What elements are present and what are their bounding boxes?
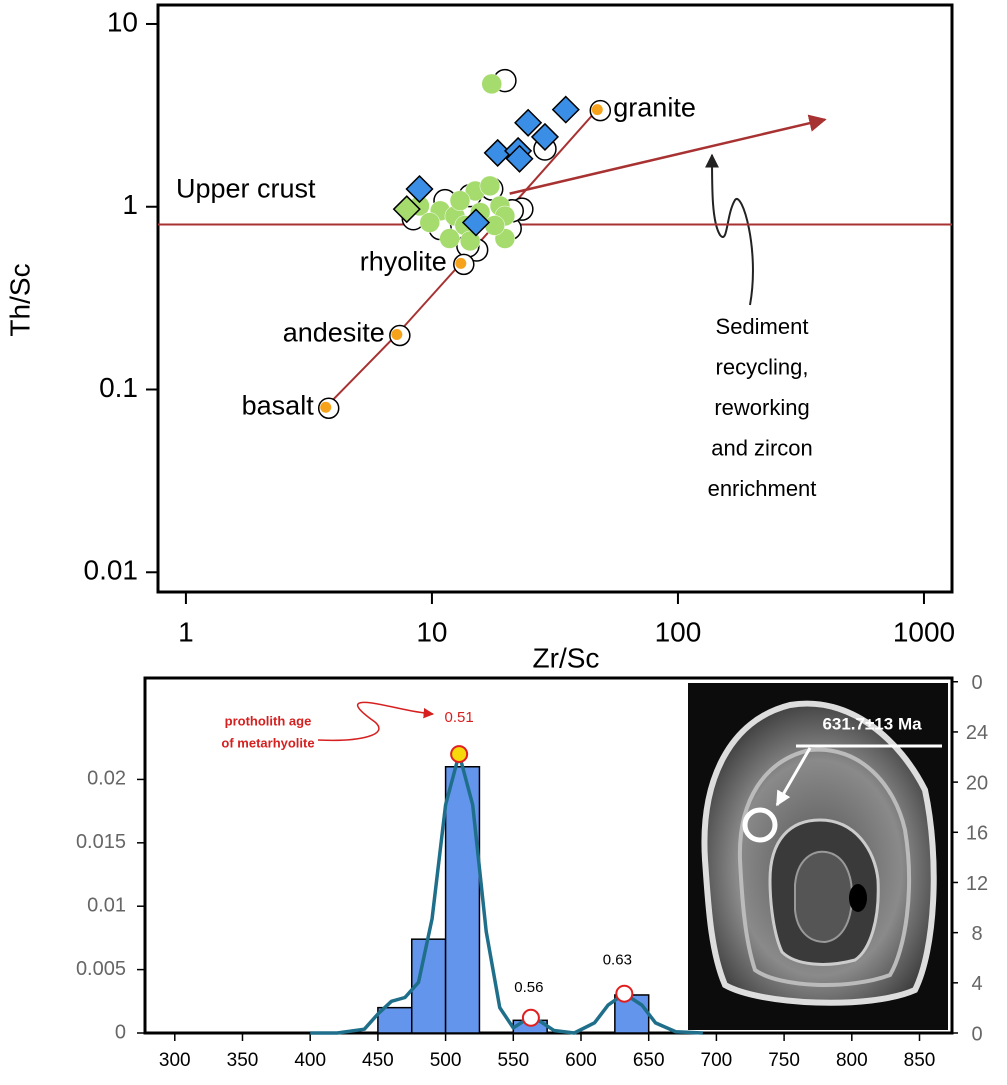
reference-name: andesite	[283, 318, 385, 348]
y2-tick-label: 20	[966, 772, 988, 794]
trend-arrow	[509, 114, 827, 195]
x-tick-label: 850	[904, 1050, 936, 1071]
annotation-text: enrichment	[708, 476, 817, 501]
peak-label: 0.63	[603, 952, 632, 969]
peak-marker	[615, 984, 634, 1003]
peak-marker	[450, 745, 469, 764]
annotation-text: of metarhyolite	[221, 735, 314, 750]
peak-label: 0.56	[514, 979, 543, 996]
y-tick-label: 0	[115, 1021, 126, 1043]
y2-tick-label: 12	[966, 873, 988, 895]
sample-point	[551, 95, 580, 124]
sample-point	[514, 108, 543, 137]
y-tick-label: 0.005	[76, 958, 126, 980]
y-tick-label: 0.015	[76, 831, 126, 853]
sample-point	[481, 73, 502, 95]
x-tick-label: 550	[497, 1050, 529, 1071]
trend-line	[324, 108, 599, 408]
x-tick-label: 600	[565, 1050, 597, 1071]
x-tick-label: 300	[159, 1050, 191, 1071]
y-tick-label: 0.01	[87, 894, 126, 916]
x-tick-label: 400	[294, 1050, 326, 1071]
reference-name: basalt	[242, 390, 315, 420]
y-tick-label: 1	[122, 189, 138, 220]
label-arrow	[775, 747, 812, 807]
zoning	[737, 747, 911, 987]
y-tick-label: 0.1	[99, 372, 138, 403]
sample-point	[530, 122, 560, 151]
reference-point	[591, 104, 603, 116]
sample-point	[459, 230, 481, 252]
sample-point	[405, 174, 434, 204]
x-tick-label: 1000	[893, 616, 955, 647]
x-tick-label: 500	[430, 1050, 462, 1071]
sample-point	[479, 175, 501, 197]
inclusion	[849, 884, 867, 912]
y2-tick-label: 24	[966, 722, 988, 744]
x-axis-label: Zr/Sc	[533, 642, 600, 673]
y2-tick-label: 8	[971, 923, 982, 945]
reference-point	[320, 401, 332, 413]
reference-label: Upper crust	[176, 174, 316, 204]
sample-point	[505, 144, 534, 173]
y-axis-label: Th/Sc	[4, 263, 35, 336]
sample-point	[461, 208, 491, 237]
x-tick-label: 800	[836, 1050, 868, 1071]
annotation-text: Sediment	[716, 314, 809, 339]
core	[794, 850, 854, 944]
y2-tick-label: 0	[971, 1023, 982, 1045]
sample-point	[419, 212, 441, 233]
sample-point	[484, 215, 505, 236]
inset-label: 631.7±13 Ma	[822, 714, 922, 733]
cl-image: 631.7±13 Ma	[688, 683, 948, 1030]
annotation-text: and zircon	[711, 435, 813, 460]
x-tick-label: 700	[701, 1050, 733, 1071]
histogram-bar	[410, 938, 447, 1034]
histogram-bar	[377, 1006, 413, 1034]
sample-point	[392, 195, 421, 224]
x-tick-label: 1	[178, 616, 194, 647]
annotation-text: protholith age	[225, 713, 312, 728]
plot-frame	[156, 3, 954, 594]
sample-point	[483, 138, 512, 167]
x-tick-label: 350	[227, 1050, 259, 1071]
y-tick-label: 10	[107, 6, 138, 37]
peak-marker	[521, 1008, 540, 1027]
scatter-chart: Zr/Sc Th/Sc 1 10 100 1000 0.01 0.1 1 10 Upper cr…	[4, 3, 955, 673]
spot-ring	[742, 807, 778, 843]
annotation-arrow	[317, 701, 435, 742]
x-tick-label: 650	[633, 1050, 665, 1071]
annotation-text: reworking	[714, 395, 809, 420]
x-tick-label: 450	[362, 1050, 394, 1071]
y2-tick-label: 0	[971, 672, 982, 694]
x-tick-label: 750	[768, 1050, 800, 1071]
y2-tick-label: 16	[966, 823, 988, 845]
sample-point	[439, 228, 460, 249]
peak-label: 0.51	[445, 709, 474, 726]
y-tick-label: 0.02	[87, 768, 126, 790]
reference-point	[455, 257, 467, 269]
x-tick-label: 10	[416, 616, 447, 647]
x-tick-label: 100	[655, 616, 702, 647]
sample-point	[449, 190, 471, 211]
reference-name: granite	[613, 93, 696, 123]
annotation-text: recycling,	[716, 354, 809, 379]
y2-tick-label: 4	[971, 973, 982, 995]
y-tick-label: 0.01	[84, 555, 139, 586]
reference-point	[391, 328, 403, 340]
reference-name: rhyolite	[360, 246, 447, 276]
annotation-arrow	[705, 153, 754, 306]
